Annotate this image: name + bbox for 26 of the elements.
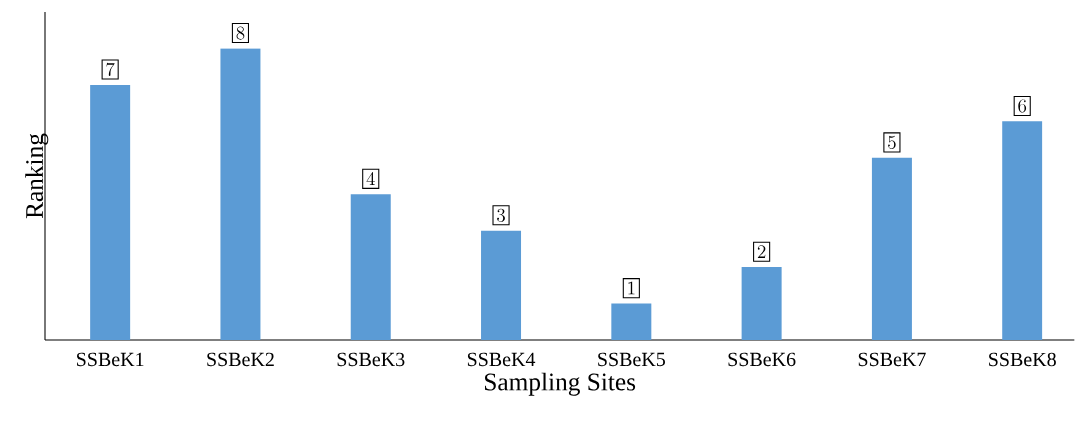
x-tick-label: SSBeK4	[467, 352, 536, 367]
x-tick-label: SSBeK2	[207, 352, 274, 367]
bar	[1002, 121, 1043, 340]
data-label: 7	[106, 62, 115, 77]
data-label: 2	[757, 245, 766, 258]
bar	[220, 48, 261, 340]
data-label: 5	[888, 135, 896, 149]
data-label: 3	[497, 208, 505, 222]
x-tick-label: SSBeK6	[728, 352, 796, 367]
data-label: 1	[628, 281, 635, 295]
bar	[350, 194, 391, 340]
x-tick-label: SSBeK3	[337, 352, 405, 367]
x-axis-title: Sampling Sites	[485, 372, 636, 396]
bar	[741, 267, 782, 340]
x-tick-label: SSBeK7	[858, 352, 926, 367]
x-tick-label: SSBeK5	[598, 352, 665, 367]
bar	[481, 230, 522, 340]
bar	[90, 84, 131, 340]
data-label: 6	[1018, 99, 1027, 113]
x-tick-label: SSBeK8	[989, 352, 1056, 367]
data-label: 4	[366, 172, 375, 186]
bar	[871, 157, 912, 340]
x-tick-label: SSBeK1	[77, 352, 144, 367]
y-axis-title: Ranking	[25, 133, 49, 219]
data-label: 8	[236, 26, 245, 40]
bar	[611, 303, 652, 340]
